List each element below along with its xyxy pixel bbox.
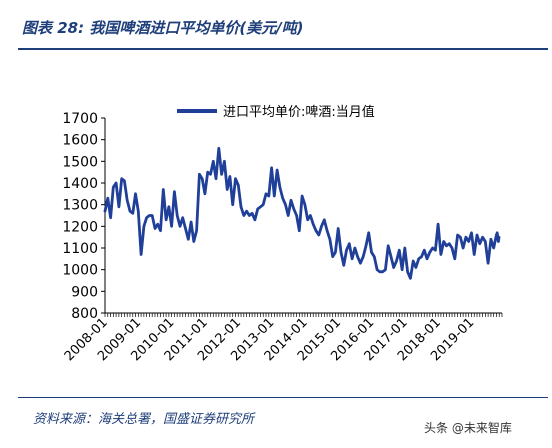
footer-divider <box>18 397 548 398</box>
y-tick-label: 1400 <box>62 176 98 192</box>
watermark: 头条 @未来智库 <box>424 419 512 436</box>
y-tick-label: 1600 <box>62 133 98 149</box>
y-tick-label: 900 <box>71 284 98 300</box>
y-tick-label: 1200 <box>62 219 98 235</box>
figure-title: 图表 28: 我国啤酒进口平均单价(美元/吨) <box>22 19 304 37</box>
legend-label: 进口平均单价:啤酒:当月值 <box>223 104 375 120</box>
y-tick-label: 1500 <box>62 154 98 170</box>
watermark-text: 头条 @未来智库 <box>424 421 512 435</box>
plot-area <box>103 146 501 280</box>
y-tick-label: 800 <box>71 306 98 322</box>
y-tick-label: 1700 <box>62 111 98 127</box>
source-note: 资料来源：海关总署，国盛证券研究所 <box>33 412 255 427</box>
y-tick-label: 1000 <box>62 263 98 279</box>
chart-legend: 进口平均单价:啤酒:当月值 <box>177 104 375 120</box>
y-tick-label: 1100 <box>62 241 98 257</box>
y-tick-label: 1300 <box>62 198 98 214</box>
series-line-0 <box>103 146 501 280</box>
title-divider <box>18 48 548 50</box>
